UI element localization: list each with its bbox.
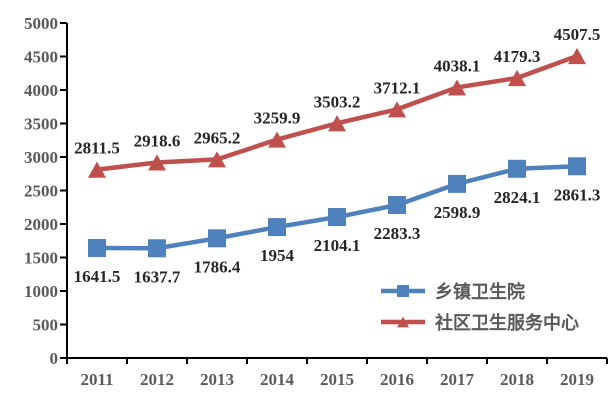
- x-axis-tick-label: 2011: [80, 370, 113, 389]
- data-label: 2918.6: [134, 131, 181, 150]
- legend-marker-1: [397, 316, 409, 328]
- data-label: 2965.2: [194, 128, 241, 147]
- legend-marker-0: [397, 285, 409, 297]
- y-axis-tick-label: 3000: [24, 148, 58, 167]
- series-line-1: [96, 53, 578, 172]
- series-1-marker: [568, 47, 586, 65]
- data-label: 1786.4: [194, 257, 241, 276]
- y-axis-tick-label: 3500: [24, 115, 58, 134]
- x-axis-tick-label: 2018: [500, 370, 534, 389]
- series-1-marker: [148, 154, 166, 171]
- data-label: 3712.1: [374, 78, 421, 97]
- x-axis-tick-label: 2013: [200, 370, 234, 389]
- series-0-marker: [328, 208, 346, 227]
- data-label: 3503.2: [314, 92, 361, 111]
- series-1-marker: [208, 151, 226, 168]
- data-label: 2824.1: [494, 188, 541, 207]
- data-label: 1641.5: [74, 267, 121, 286]
- data-label: 4507.5: [554, 25, 601, 44]
- y-axis-tick-label: 5000: [24, 14, 58, 33]
- legend-label-0: 乡镇卫生院: [435, 281, 525, 302]
- y-axis-tick-label: 2000: [24, 215, 58, 234]
- x-axis-tick-label: 2019: [560, 370, 594, 389]
- data-label: 2104.1: [314, 236, 361, 255]
- legend-label-1: 社区卫生服务中心: [435, 312, 579, 333]
- data-label: 2598.9: [434, 203, 481, 222]
- y-axis-tick-label: 4000: [24, 81, 58, 100]
- x-axis-tick-label: 2015: [320, 370, 354, 389]
- y-axis-tick-label: 1500: [24, 249, 58, 268]
- y-axis-tick-label: 4500: [24, 48, 58, 67]
- series-1-marker: [508, 69, 526, 87]
- series-1-marker: [328, 115, 346, 132]
- data-label: 1637.7: [134, 267, 181, 286]
- y-axis-tick-label: 500: [33, 316, 59, 335]
- series-1-marker: [88, 161, 106, 178]
- data-label: 2861.3: [554, 185, 601, 204]
- data-label: 1954: [260, 246, 295, 265]
- y-axis-tick-label: 2500: [24, 182, 58, 201]
- series-1-marker: [388, 101, 406, 118]
- data-label: 2283.3: [374, 224, 421, 243]
- series-0-marker: [388, 196, 406, 215]
- x-axis-tick-label: 2012: [140, 370, 174, 389]
- series-1-marker: [268, 131, 286, 148]
- series-0-marker: [148, 239, 166, 258]
- data-label: 4179.3: [494, 47, 541, 66]
- x-axis-tick-label: 2014: [260, 370, 295, 389]
- series-0-marker: [88, 239, 106, 258]
- series-0-marker: [508, 159, 526, 178]
- y-axis-tick-label: 0: [50, 349, 59, 368]
- series-0-marker: [208, 229, 226, 248]
- data-label: 2811.5: [74, 139, 120, 158]
- series-0-marker: [568, 157, 586, 176]
- series-1-marker: [448, 79, 466, 96]
- y-axis-tick-label: 1000: [24, 282, 58, 301]
- data-label: 3259.9: [254, 109, 301, 128]
- x-axis-tick-label: 2017: [440, 370, 475, 389]
- data-label: 4038.1: [434, 56, 481, 75]
- series-0-marker: [448, 174, 466, 193]
- x-axis-tick-label: 2016: [380, 370, 414, 389]
- series-0-marker: [268, 218, 286, 237]
